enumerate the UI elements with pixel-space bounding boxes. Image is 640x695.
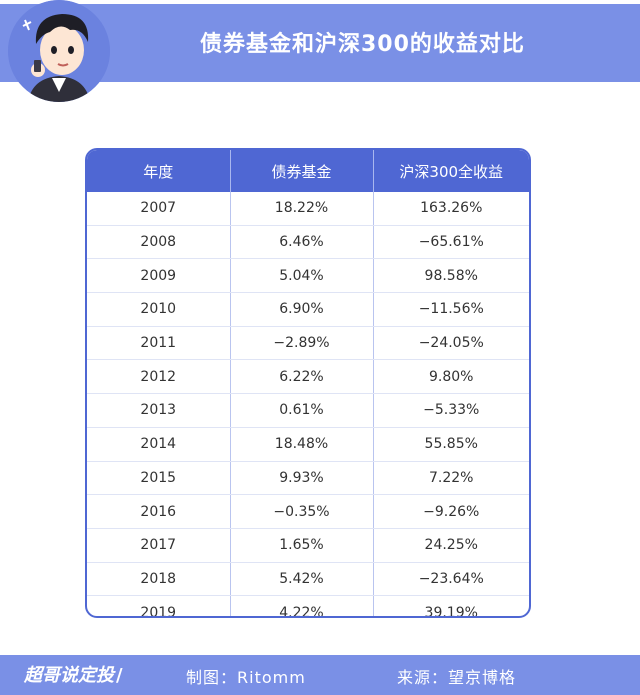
bond-fund-cell: 18.48% (230, 427, 374, 462)
year-cell: 2011 (87, 326, 231, 361)
year-cell: 2013 (87, 393, 231, 428)
bond-fund-cell: 6.90% (230, 292, 374, 327)
footer: 超哥说定投 / 制图：Ritomm 来源：望京博格 (0, 655, 640, 695)
table-row: 2018 5.42% −23.64% (87, 562, 529, 597)
header: 债券基金和沪深300的收益对比 (0, 0, 640, 104)
year-cell: 2014 (87, 427, 231, 462)
table-row: 2014 18.48% 55.85% (87, 427, 529, 462)
csi300-cell: 7.22% (373, 461, 529, 496)
table-row: 2008 6.46% −65.61% (87, 225, 529, 260)
table-row: 2012 6.22% 9.80% (87, 359, 529, 395)
csi300-cell: −11.56% (373, 292, 529, 327)
year-cell: 2007 (87, 192, 231, 226)
csi300-cell: −5.33% (373, 393, 529, 428)
csi300-cell: −9.26% (373, 494, 529, 529)
column-header-year: 年度 (87, 150, 231, 192)
table-row: 2009 5.04% 98.58% (87, 258, 529, 294)
csi300-cell: 163.26% (373, 192, 529, 226)
csi300-cell: −65.61% (373, 225, 529, 260)
bond-fund-cell: 5.42% (230, 562, 374, 597)
csi300-cell: 9.80% (373, 359, 529, 395)
bond-fund-cell: 18.22% (230, 192, 374, 226)
brand-logo: 超哥说定投 / (24, 661, 123, 687)
bond-fund-cell: 6.22% (230, 359, 374, 395)
year-cell: 2018 (87, 562, 231, 597)
table-header-row: 年度 债券基金 沪深300全收益 (87, 150, 529, 192)
column-header-csi300: 沪深300全收益 (373, 150, 529, 192)
avatar (8, 0, 110, 102)
table-row: 2010 6.90% −11.56% (87, 292, 529, 327)
year-cell: 2009 (87, 258, 231, 294)
year-cell: 2008 (87, 225, 231, 260)
table-row: 2019 4.22% 39.19% (87, 595, 529, 618)
table-row: 2013 0.61% −5.33% (87, 393, 529, 428)
page-title: 债券基金和沪深300的收益对比 (200, 32, 525, 57)
csi300-cell: 39.19% (424, 604, 478, 618)
data-table: 年度 债券基金 沪深300全收益 2007 18.22% 163.26% 2008 6… (87, 150, 529, 618)
year-cell: 2016 (87, 494, 231, 529)
bond-fund-cell: 6.46% (230, 225, 374, 260)
table-row: 2011 −2.89% −24.05% (87, 326, 529, 361)
brand-name: 超哥说定投 (24, 665, 114, 686)
table-row: 2016 −0.35% −9.26% (87, 494, 529, 529)
year-cell: 2015 (87, 461, 231, 496)
csi300-cell: 55.85% (373, 427, 529, 462)
bond-fund-cell: −0.35% (230, 494, 374, 529)
year-cell: 2010 (87, 292, 231, 327)
csi300-cell: 24.25% (373, 528, 529, 563)
bond-fund-cell: −2.89% (230, 326, 374, 361)
cartoon-boy-avatar-icon (8, 0, 110, 102)
year-cell: 2017 (87, 528, 231, 563)
table-row: 2007 18.22% 163.26% (87, 192, 529, 226)
bond-fund-cell: 0.61% (230, 393, 374, 428)
year-cell: 2019 (87, 595, 231, 616)
bond-fund-cell: 1.65% (230, 528, 374, 563)
bond-fund-cell: 9.93% (230, 461, 374, 496)
bond-fund-cell: 5.04% (230, 258, 374, 294)
comparison-table: 年度 债券基金 沪深300全收益 2007 18.22% 163.26% 2008 6… (85, 148, 531, 618)
brand-slash-mark: / (116, 665, 123, 686)
table-row: 2015 9.93% 7.22% (87, 461, 529, 496)
csi300-cell: −23.64% (373, 562, 529, 597)
csi300-cell: −24.05% (373, 326, 529, 361)
data-source-credit: 来源：望京博格 (397, 668, 517, 687)
chart-maker-credit: 制图：Ritomm (186, 668, 306, 687)
bond-fund-cell: 4.22% (230, 595, 374, 616)
year-cell: 2012 (87, 359, 231, 395)
table-row: 2017 1.65% 24.25% (87, 528, 529, 563)
csi300-cell: 98.58% (373, 258, 529, 294)
column-header-bond-fund: 债券基金 (230, 150, 374, 192)
